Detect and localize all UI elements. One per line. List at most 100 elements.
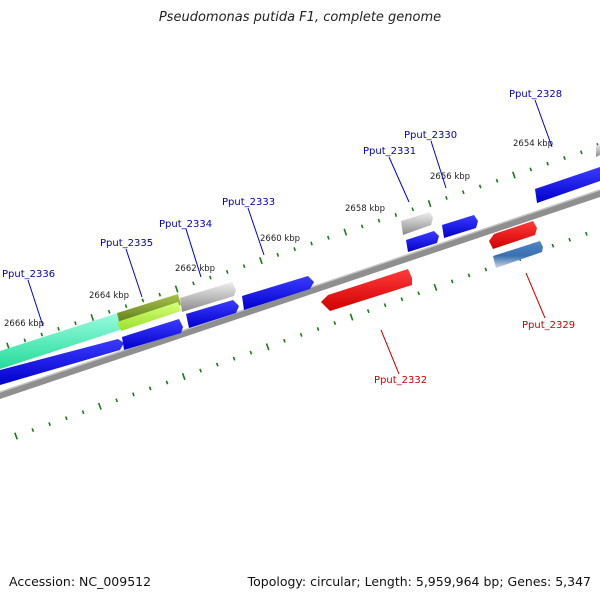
callout-line-pput-2331 — [388, 156, 410, 203]
scale-labels: 2666 kbp 2664 kbp 2662 kbp 2660 kbp 2658… — [4, 139, 553, 329]
scale-tick-reverse — [585, 231, 588, 236]
callout-line-pput-2328 — [534, 99, 553, 148]
callout-line-pput-2329 — [525, 272, 546, 319]
scale-tick-reverse — [31, 428, 35, 432]
gene-edge-gray[interactable] — [596, 144, 600, 157]
gene-pput-2336-teal[interactable] — [0, 313, 120, 369]
scale-tick-forward — [225, 269, 229, 274]
gene-pput-2335-lime[interactable] — [117, 302, 181, 331]
gene-pput-2331[interactable] — [406, 231, 439, 252]
scale-tick-reverse — [433, 283, 438, 291]
scale-tick-forward — [74, 321, 77, 326]
accession-label: Accession: NC_009512 — [9, 574, 152, 589]
scale-tick-forward — [209, 275, 212, 280]
scale-tick-reverse — [115, 398, 119, 403]
callout-line-pput-2336 — [27, 279, 44, 327]
scale-tick-reverse — [249, 350, 253, 355]
gene-label-pput-2332[interactable]: Pput_2332 — [374, 375, 427, 386]
gene-pput-2328[interactable] — [535, 167, 600, 203]
gene-callout-lines — [27, 99, 553, 375]
gene-labels: Pput_2336 Pput_2335 Pput_2334 Pput_2333 … — [2, 89, 575, 386]
gene-pput-2334[interactable] — [180, 282, 236, 312]
scale-label-2662: 2662 kbp — [175, 264, 215, 274]
gene-pput-2335-blue[interactable] — [122, 319, 183, 350]
scale-tick-forward — [141, 298, 145, 303]
callout-line-pput-2332 — [380, 329, 400, 375]
scale-tick-forward — [192, 281, 195, 286]
scale-tick-reverse — [417, 291, 421, 296]
scale-label-2666: 2666 kbp — [4, 319, 44, 329]
scale-tick-forward — [293, 247, 297, 252]
scale-tick-reverse — [132, 392, 135, 397]
scale-tick-forward — [276, 252, 280, 257]
scale-tick-reverse — [165, 380, 169, 385]
scale-tick-reverse — [232, 356, 236, 361]
scale-tick-forward — [394, 213, 398, 217]
gene-pput-2334-blue[interactable] — [186, 300, 239, 328]
scale-tick-forward — [327, 235, 330, 240]
gene-pput-2329[interactable] — [489, 221, 537, 249]
scale-tick-reverse — [64, 416, 68, 421]
scale-tick-forward — [310, 241, 313, 246]
gene-label-pput-2330[interactable]: Pput_2330 — [404, 130, 457, 141]
gene-pput-2332[interactable] — [321, 269, 412, 311]
scale-tick-forward — [495, 178, 499, 183]
scale-label-2654: 2654 kbp — [513, 139, 553, 149]
callout-line-pput-2333 — [247, 207, 265, 256]
scale-tick-reverse — [333, 321, 337, 325]
scale-tick-forward — [512, 171, 516, 179]
scale-tick-reverse — [450, 279, 454, 284]
scale-tick-forward — [360, 224, 364, 229]
gene-label-pput-2336[interactable]: Pput_2336 — [2, 269, 55, 280]
gene-label-pput-2328[interactable]: Pput_2328 — [509, 89, 562, 100]
scale-tick-forward — [427, 200, 432, 208]
scale-tick-reverse — [316, 327, 320, 331]
scale-label-2660: 2660 kbp — [260, 234, 300, 244]
gene-pput-2336-blue[interactable] — [0, 339, 124, 385]
reverse-gene-features — [321, 221, 543, 311]
gene-pput-2333[interactable] — [242, 276, 314, 310]
scale-tick-reverse — [366, 309, 370, 314]
scale-tick-reverse — [199, 368, 202, 373]
scale-ticks-forward — [6, 143, 600, 350]
scale-tick-forward — [40, 332, 44, 337]
genome-summary: Topology: circular; Length: 5,959,964 bp… — [247, 574, 591, 589]
scale-tick-forward — [242, 264, 246, 269]
scale-tick-reverse — [48, 422, 51, 427]
scale-ticks-reverse — [14, 231, 588, 440]
scale-tick-reverse — [148, 386, 152, 391]
scale-tick-reverse — [81, 410, 85, 415]
scale-tick-reverse — [568, 237, 572, 242]
scale-tick-forward — [445, 195, 448, 200]
gene-pput-2330[interactable] — [442, 215, 478, 238]
scale-tick-reverse — [400, 297, 404, 302]
scale-tick-forward — [124, 304, 128, 309]
scale-tick-reverse — [484, 267, 488, 272]
scale-tick-forward — [580, 150, 583, 155]
genome-backbone — [0, 190, 600, 399]
scale-tick-reverse — [14, 432, 18, 440]
gene-label-pput-2334[interactable]: Pput_2334 — [159, 219, 212, 230]
scale-tick-forward — [461, 190, 465, 195]
scale-tick-forward — [563, 156, 566, 160]
scale-tick-reverse — [467, 273, 471, 278]
gene-label-pput-2333[interactable]: Pput_2333 — [222, 197, 275, 208]
scale-tick-reverse — [349, 313, 354, 321]
scale-tick-forward — [158, 292, 162, 297]
scale-tick-forward — [529, 167, 533, 172]
gene-pput-2329-steel[interactable] — [493, 241, 543, 268]
scale-tick-forward — [107, 309, 111, 314]
gene-label-pput-2335[interactable]: Pput_2335 — [100, 238, 153, 249]
scale-label-2664: 2664 kbp — [89, 291, 129, 301]
gene-label-pput-2329[interactable]: Pput_2329 — [522, 320, 575, 331]
scale-tick-reverse — [283, 338, 286, 343]
callout-line-pput-2334 — [185, 228, 202, 278]
gene-pput-2331-gray[interactable] — [401, 212, 433, 235]
forward-gene-features — [0, 144, 600, 385]
scale-tick-forward — [546, 161, 549, 166]
gene-label-pput-2331[interactable]: Pput_2331 — [363, 146, 416, 157]
scale-tick-reverse — [383, 303, 387, 308]
scale-label-2656: 2656 kbp — [430, 172, 470, 182]
scale-tick-forward — [23, 338, 27, 343]
